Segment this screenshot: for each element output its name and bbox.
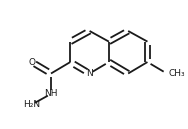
Text: NH: NH bbox=[44, 89, 58, 98]
Text: CH₃: CH₃ bbox=[168, 69, 185, 78]
Text: O: O bbox=[28, 58, 35, 67]
Text: H₂N: H₂N bbox=[23, 100, 40, 109]
Text: N: N bbox=[86, 69, 93, 78]
